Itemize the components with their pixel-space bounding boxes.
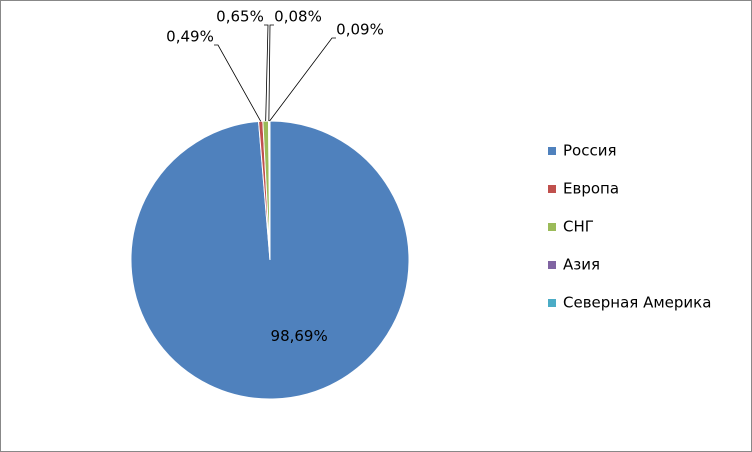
data-label: 0,08% (274, 8, 322, 26)
leader-line (269, 37, 336, 122)
legend-swatch (548, 261, 556, 269)
legend-swatch (548, 299, 556, 307)
legend-label: Россия (563, 142, 617, 160)
data-label: 0,09% (336, 21, 384, 39)
data-label: 0,49% (166, 28, 214, 46)
legend-swatch (548, 147, 556, 155)
legend-swatch (548, 223, 556, 231)
legend-label: Азия (563, 256, 600, 274)
leader-line (268, 24, 274, 122)
legend-label: Северная Америка (563, 294, 711, 312)
leader-line (264, 24, 269, 122)
data-label: 0,65% (216, 8, 264, 26)
legend-label: СНГ (563, 218, 594, 236)
legend-swatch (548, 185, 556, 193)
legend-label: Европа (563, 180, 619, 198)
leader-line (214, 44, 262, 122)
data-label: 98,69% (271, 327, 328, 345)
